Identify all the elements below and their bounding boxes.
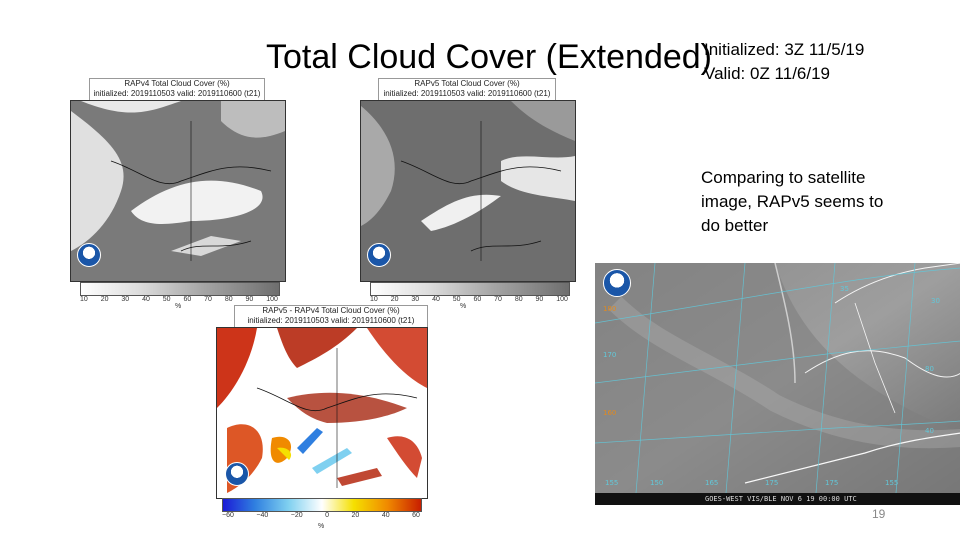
tick: 80	[514, 296, 523, 303]
tick: 10	[80, 296, 88, 303]
slide-number: 19	[872, 507, 886, 521]
rapv5-title: RAPv5 Total Cloud Cover (%)	[414, 79, 520, 88]
tick: 60	[412, 512, 420, 519]
tick: 90	[535, 296, 544, 303]
diff-map-image	[217, 328, 427, 498]
lat-label: 165	[705, 479, 718, 487]
noaa-logo-icon	[225, 462, 249, 486]
tick: 50	[162, 296, 171, 303]
rapv4-title: RAPv4 Total Cloud Cover (%)	[124, 79, 230, 88]
tick: −20	[290, 512, 303, 519]
diff-colorbar-ticks: −60 −40 −20 0 20 40 60	[222, 512, 420, 519]
tick: 100	[556, 296, 568, 303]
lat-label: 30	[931, 297, 940, 305]
tick: 40	[381, 512, 390, 519]
lat-label: 180	[603, 305, 616, 313]
lat-label: 170	[603, 351, 616, 359]
lat-label: 40	[925, 427, 934, 435]
tick: 40	[432, 296, 440, 303]
diff-unit: %	[318, 523, 325, 530]
rapv4-colorbar	[80, 282, 280, 296]
diff-header: RAPv5 - RAPv4 Total Cloud Cover (%) init…	[234, 305, 428, 329]
diff-subtitle: initialized: 2019110503 valid: 201911060…	[247, 316, 415, 325]
lat-label: 150	[650, 479, 663, 487]
rapv5-unit: %	[460, 303, 467, 310]
tick: 90	[245, 296, 254, 303]
tick: 0	[325, 512, 330, 519]
lat-label: 175	[765, 479, 778, 487]
tick: 10	[370, 296, 378, 303]
rapv5-colorbar-ticks: 10 20 30 40 50 60 70 80 90 100	[370, 296, 568, 303]
rapv4-subtitle: initialized: 2019110503 valid: 201911060…	[93, 89, 261, 98]
satellite-image-svg: 180 170 160 155 150 165 175 175 155 80 4…	[595, 263, 960, 505]
tick: 60	[473, 296, 482, 303]
satellite-image: 180 170 160 155 150 165 175 175 155 80 4…	[595, 263, 960, 505]
initialized-text: Initialized: 3Z 11/5/19	[704, 40, 865, 59]
tick: −60	[222, 512, 234, 519]
noaa-logo-icon	[367, 243, 391, 267]
tick: 30	[121, 296, 130, 303]
init-valid-block: Initialized: 3Z 11/5/19 Valid: 0Z 11/6/1…	[704, 38, 864, 86]
tick: 40	[142, 296, 150, 303]
rapv4-header: RAPv4 Total Cloud Cover (%) initialized:…	[89, 78, 265, 102]
tick: 20	[351, 512, 360, 519]
tick: −40	[256, 512, 269, 519]
lat-label: 155	[605, 479, 618, 487]
diff-panel: RAPv5 - RAPv4 Total Cloud Cover (%) init…	[216, 305, 428, 535]
rapv5-subtitle: initialized: 2019110503 valid: 201911060…	[383, 89, 551, 98]
rapv5-header: RAPv5 Total Cloud Cover (%) initialized:…	[378, 78, 556, 102]
noaa-logo-icon	[603, 269, 631, 297]
rapv4-map-image	[71, 101, 285, 281]
rapv4-colorbar-ticks: 10 20 30 40 50 60 70 80 90 100	[80, 296, 278, 303]
tick: 70	[494, 296, 502, 303]
rapv4-panel: RAPv4 Total Cloud Cover (%) initialized:…	[70, 78, 286, 310]
slide-title: Total Cloud Cover (Extended)	[266, 38, 713, 76]
lat-label: 175	[825, 479, 838, 487]
tick: 100	[266, 296, 278, 303]
rapv4-map	[70, 100, 286, 282]
comparison-note: Comparing to satellite image, RAPv5 seem…	[701, 168, 884, 235]
tick: 30	[411, 296, 420, 303]
diff-colorbar	[222, 498, 422, 512]
rapv5-map	[360, 100, 576, 282]
tick: 20	[390, 296, 399, 303]
tick: 50	[452, 296, 461, 303]
tick: 20	[100, 296, 109, 303]
tick: 80	[224, 296, 233, 303]
tick: 70	[204, 296, 212, 303]
valid-text: Valid: 0Z 11/6/19	[704, 64, 831, 83]
lat-label: 35	[840, 285, 849, 293]
tick: 60	[183, 296, 192, 303]
lat-label: 80	[925, 365, 934, 373]
rapv5-panel: RAPv5 Total Cloud Cover (%) initialized:…	[360, 78, 576, 310]
lat-label: 155	[885, 479, 898, 487]
rapv5-map-image	[361, 101, 575, 281]
satellite-info-bar: GOES-WEST VIS/BLE NOV 6 19 00:00 UTC	[595, 493, 960, 505]
lat-label: 160	[603, 409, 616, 417]
diff-title: RAPv5 - RAPv4 Total Cloud Cover (%)	[262, 306, 400, 315]
rapv5-colorbar	[370, 282, 570, 296]
rapv4-unit: %	[175, 303, 182, 310]
diff-map	[216, 327, 428, 499]
noaa-logo-icon	[77, 243, 101, 267]
